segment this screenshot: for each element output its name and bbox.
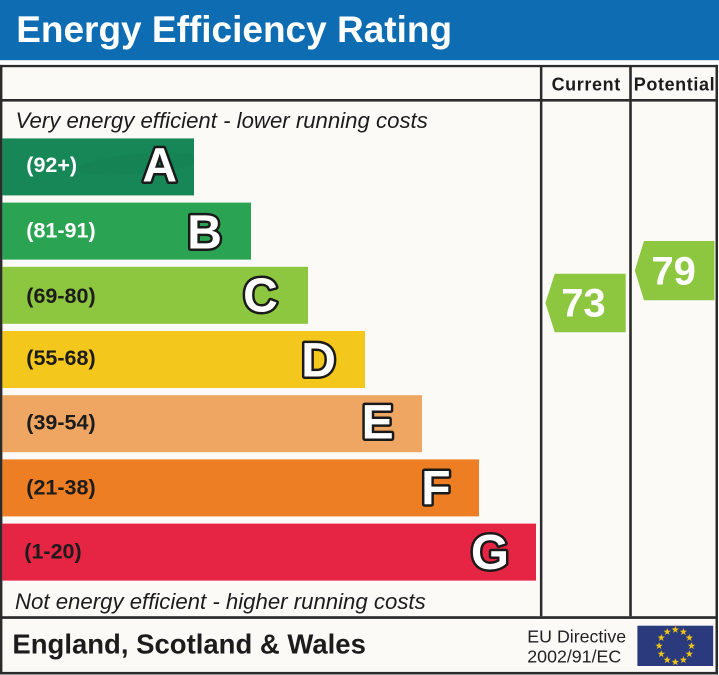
svg-text:EU Directive: EU Directive — [527, 626, 626, 646]
svg-text:(1-20): (1-20) — [24, 539, 81, 563]
svg-text:(69-80): (69-80) — [26, 284, 95, 308]
svg-text:79: 79 — [651, 250, 696, 294]
svg-text:(39-54): (39-54) — [26, 411, 95, 435]
svg-text:England, Scotland & Wales: England, Scotland & Wales — [12, 629, 365, 660]
svg-text:F: F — [421, 462, 450, 515]
svg-text:Not energy efficient - higher: Not energy efficient - higher running co… — [15, 589, 426, 614]
svg-text:(21-38): (21-38) — [26, 476, 95, 500]
svg-text:73: 73 — [561, 282, 606, 326]
svg-text:D: D — [301, 335, 336, 388]
svg-text:A: A — [142, 139, 177, 192]
svg-text:(81-91): (81-91) — [26, 218, 95, 242]
svg-text:C: C — [243, 270, 278, 323]
svg-text:Energy Efficiency Rating: Energy Efficiency Rating — [16, 9, 452, 50]
svg-text:2002/91/EC: 2002/91/EC — [527, 646, 621, 666]
svg-text:B: B — [187, 207, 222, 260]
svg-text:Potential: Potential — [634, 74, 715, 94]
svg-text:(55-68): (55-68) — [26, 346, 95, 370]
svg-text:Very energy efficient - lower: Very energy efficient - lower running co… — [16, 108, 428, 133]
svg-text:Current: Current — [552, 74, 621, 94]
svg-text:E: E — [362, 397, 394, 450]
svg-text:G: G — [471, 526, 509, 580]
svg-text:(92+): (92+) — [26, 153, 77, 177]
